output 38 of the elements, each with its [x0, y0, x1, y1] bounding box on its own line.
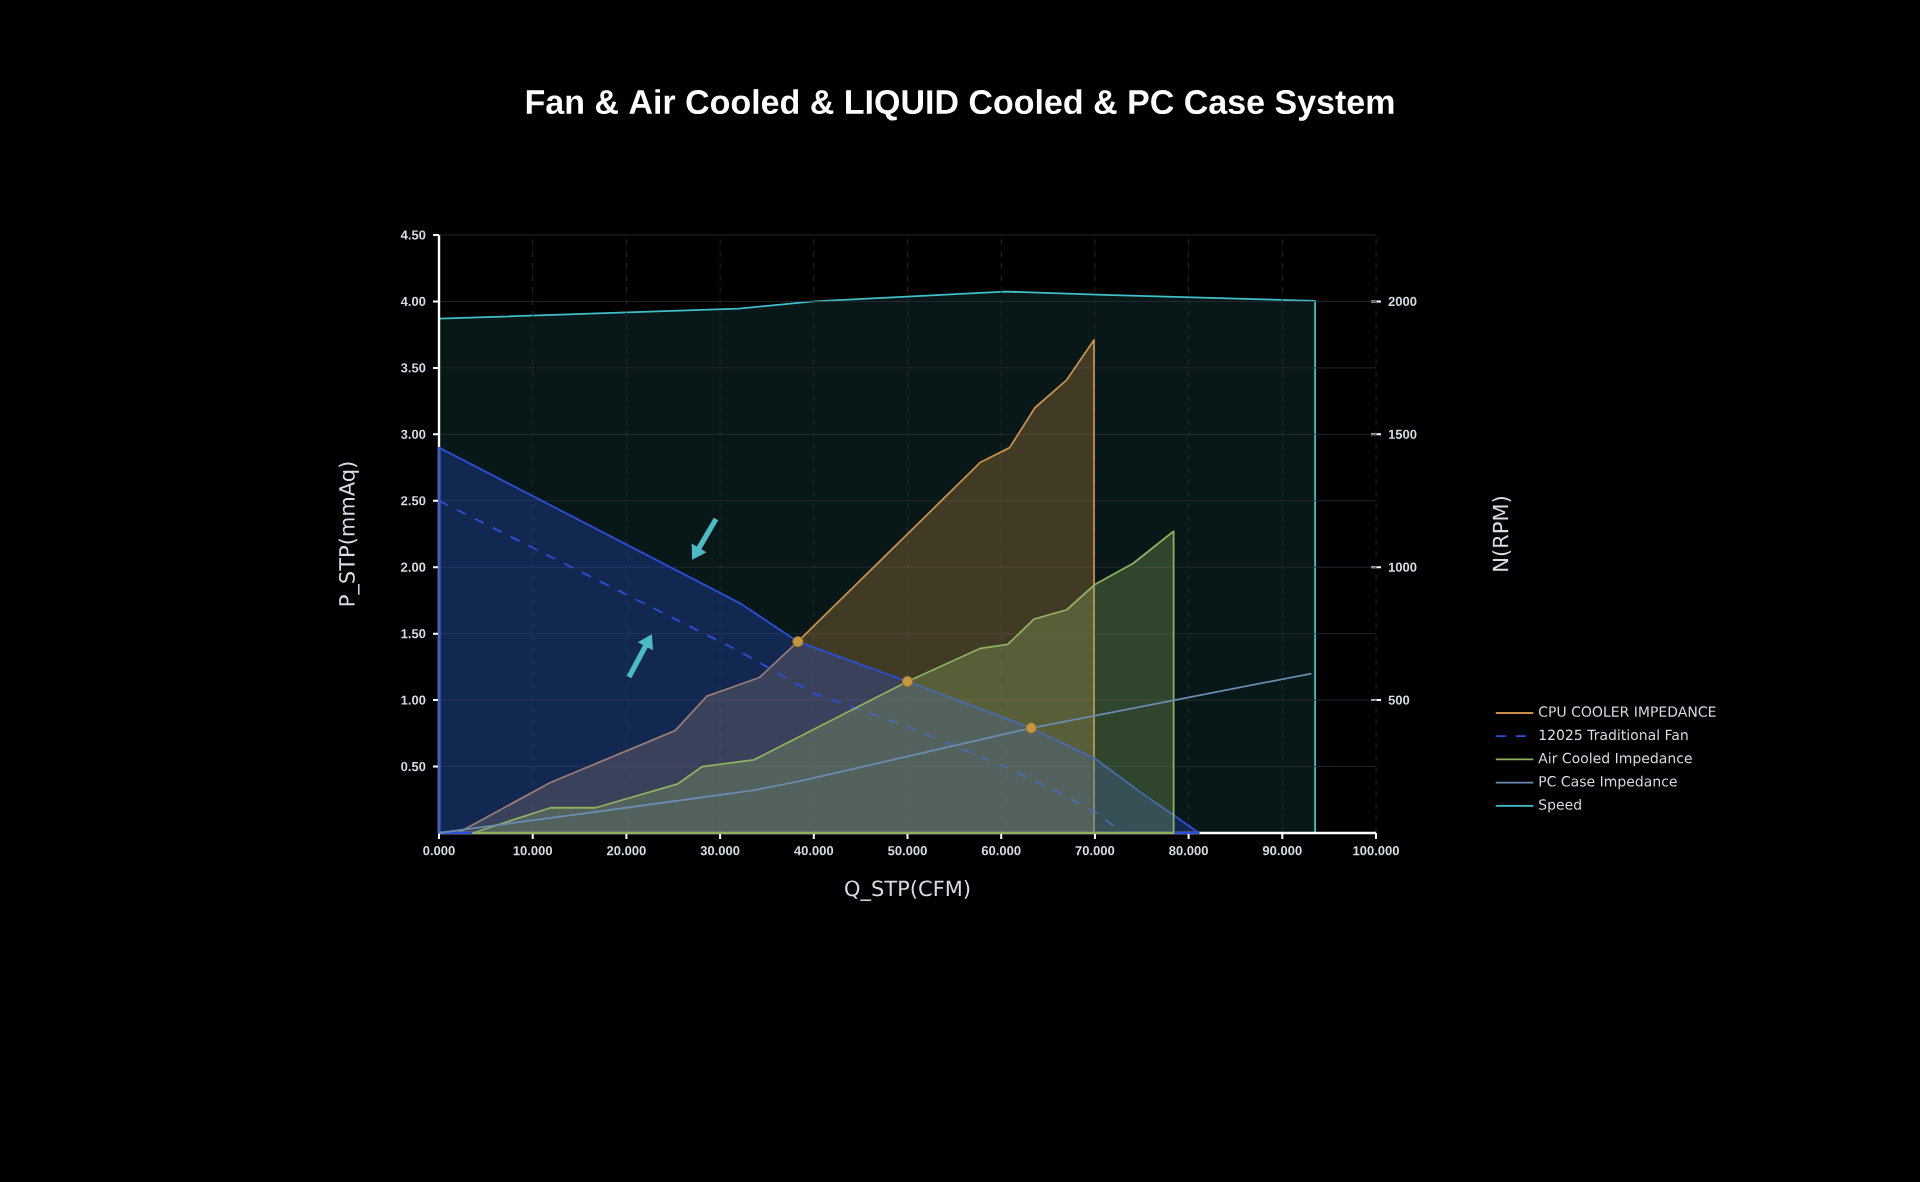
y-tick-label: 3.50	[400, 363, 426, 373]
y-tick-label: 0.50	[401, 761, 426, 772]
y-tick-label: 1.00	[401, 695, 426, 705]
x-tick-label: 90.000	[1262, 846, 1302, 856]
y-tick-label: 4.50	[400, 230, 426, 240]
y-tick-label: 4.00	[400, 296, 426, 307]
y-tick-label: 1.50	[401, 629, 426, 639]
legend-label: Speed	[1539, 799, 1581, 813]
legend-label: PC Case Impedance	[1539, 775, 1677, 790]
line-series	[438, 672, 1313, 834]
x-tick-label: 20.000	[606, 846, 646, 856]
y2-tick-label: 2000	[1388, 296, 1417, 307]
x-tick-label: 30.000	[700, 846, 740, 856]
legend-label: CPU COOLER IMPEDANCE	[1539, 706, 1716, 717]
y-tick-label: 2.50	[401, 496, 426, 506]
x-tick-label: 80.000	[1169, 846, 1208, 856]
x-tick-label: 10.000	[513, 846, 553, 856]
x-tick-label: 0.000	[423, 846, 455, 856]
x-tick-label: 40.000	[794, 846, 834, 856]
chart-title: Fan & Air Cooled & LIQUID Cooled & PC Case System	[526, 89, 1394, 121]
y-axis-title: P_STP(mmAq)	[338, 462, 360, 606]
x-tick-label: 70.000	[1075, 846, 1115, 856]
y2-tick-label: 500	[1388, 695, 1410, 705]
y-tick-label: 3.00	[400, 429, 426, 439]
y2-axis-title: N(RPM)	[1492, 497, 1511, 571]
point	[901, 675, 914, 688]
y2-tick-label: 1000	[1388, 562, 1417, 572]
x-tick-label: 100.000	[1353, 846, 1399, 856]
legend-label: 12025 Traditional Fan	[1539, 729, 1688, 741]
x-axis-title: Q_STP(CFM)	[845, 880, 970, 901]
x-tick-label: 50.000	[888, 846, 927, 856]
y2-tick-label: 1500	[1388, 429, 1417, 439]
x-tick-label: 60.000	[981, 846, 1021, 856]
y-tick-label: 2.00	[401, 562, 426, 572]
line-series	[438, 499, 1124, 834]
legend-label: Air Cooled Impedance	[1538, 752, 1692, 767]
point	[1025, 722, 1037, 734]
point	[792, 636, 804, 648]
